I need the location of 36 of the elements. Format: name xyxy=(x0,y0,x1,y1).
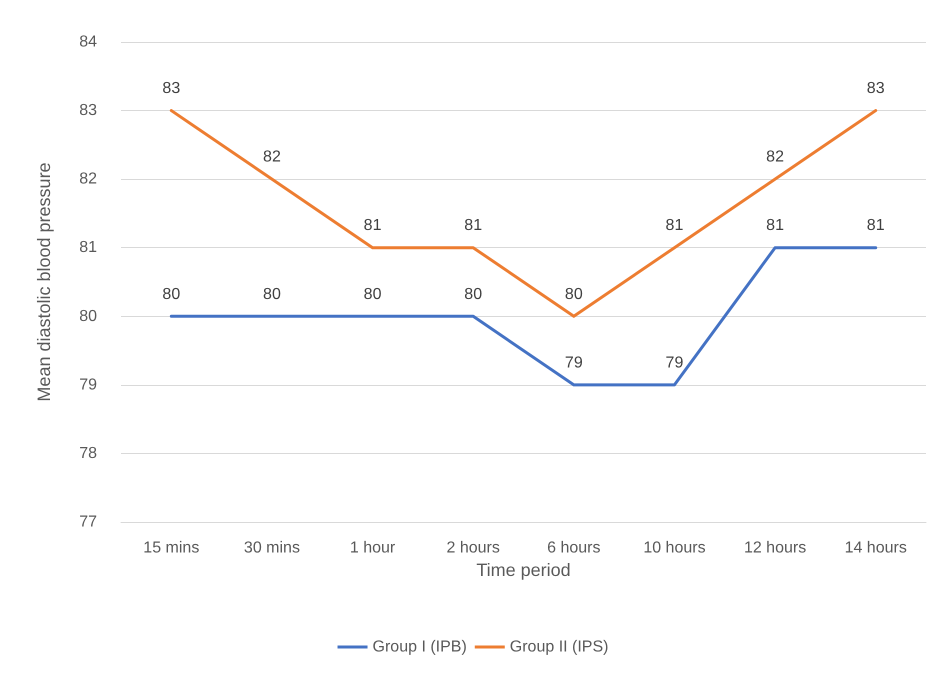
data-label: 83 xyxy=(162,80,180,98)
legend-label: Group I (IPB) xyxy=(372,638,467,656)
x-tick-label: 2 hours xyxy=(446,540,500,556)
x-tick-label: 10 hours xyxy=(643,540,706,556)
data-label: 81 xyxy=(364,217,382,234)
data-label: 81 xyxy=(866,217,885,234)
y-tick-label: 80 xyxy=(79,308,98,325)
x-tick-label: 6 hours xyxy=(547,540,600,556)
legend-label: Group II (IPS) xyxy=(510,638,608,656)
x-axis-title: Time period xyxy=(476,560,571,580)
x-tick-label: 30 mins xyxy=(244,540,300,556)
data-label: 82 xyxy=(766,148,784,166)
data-label: 79 xyxy=(666,354,684,372)
data-label: 81 xyxy=(766,217,784,234)
data-label: 80 xyxy=(162,286,180,303)
data-label: 80 xyxy=(263,286,281,303)
data-label: 80 xyxy=(564,286,583,303)
data-label: 82 xyxy=(263,148,281,166)
y-tick-label: 78 xyxy=(79,444,98,462)
y-axis-title: Mean diastolic blood pressure xyxy=(34,162,54,402)
y-tick-label: 83 xyxy=(79,102,98,120)
data-label: 80 xyxy=(464,286,482,303)
y-tick-label: 81 xyxy=(79,239,98,256)
x-tick-label: 15 mins xyxy=(143,540,200,556)
x-tick-label: 14 hours xyxy=(844,540,907,556)
data-label: 79 xyxy=(564,354,583,372)
y-tick-label: 77 xyxy=(79,514,98,530)
y-tick-label: 82 xyxy=(79,170,98,188)
data-label: 80 xyxy=(364,286,382,303)
data-label: 81 xyxy=(666,217,684,234)
y-tick-label: 84 xyxy=(79,34,98,50)
x-tick-label: 12 hours xyxy=(744,540,806,556)
data-label: 81 xyxy=(464,217,482,234)
x-tick-label: 1 hour xyxy=(350,540,396,556)
data-label: 83 xyxy=(866,80,885,98)
y-tick-label: 79 xyxy=(79,376,98,394)
